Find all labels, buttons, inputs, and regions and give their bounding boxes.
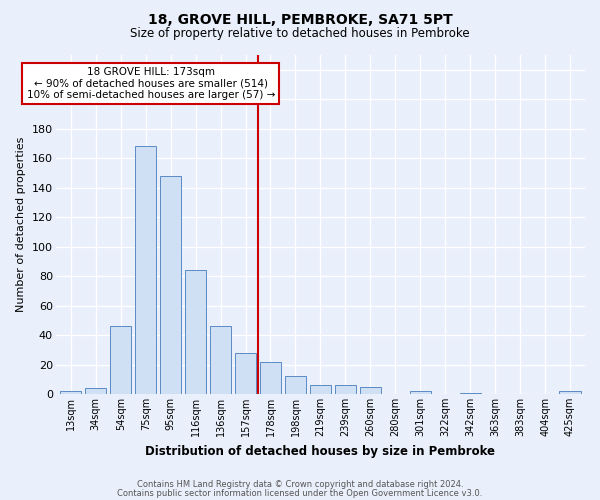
Bar [285,376,306,394]
Text: Size of property relative to detached houses in Pembroke: Size of property relative to detached ho… [130,28,470,40]
Bar [360,386,381,394]
Text: Contains HM Land Registry data © Crown copyright and database right 2024.: Contains HM Land Registry data © Crown c… [137,480,463,489]
Text: 18, GROVE HILL, PEMBROKE, SA71 5PT: 18, GROVE HILL, PEMBROKE, SA71 5PT [148,12,452,26]
X-axis label: Distribution of detached houses by size in Pembroke: Distribution of detached houses by size … [145,444,496,458]
Text: 18 GROVE HILL: 173sqm
← 90% of detached houses are smaller (514)
10% of semi-det: 18 GROVE HILL: 173sqm ← 90% of detached … [26,67,275,100]
Bar [310,385,331,394]
Bar [410,391,431,394]
Bar [559,391,581,394]
Bar [260,362,281,394]
Bar [210,326,231,394]
Bar [235,352,256,394]
Bar [85,388,106,394]
Bar [160,176,181,394]
Bar [110,326,131,394]
Bar [460,392,481,394]
Bar [60,391,82,394]
Bar [135,146,157,394]
Bar [185,270,206,394]
Bar [335,385,356,394]
Y-axis label: Number of detached properties: Number of detached properties [16,137,26,312]
Text: Contains public sector information licensed under the Open Government Licence v3: Contains public sector information licen… [118,489,482,498]
